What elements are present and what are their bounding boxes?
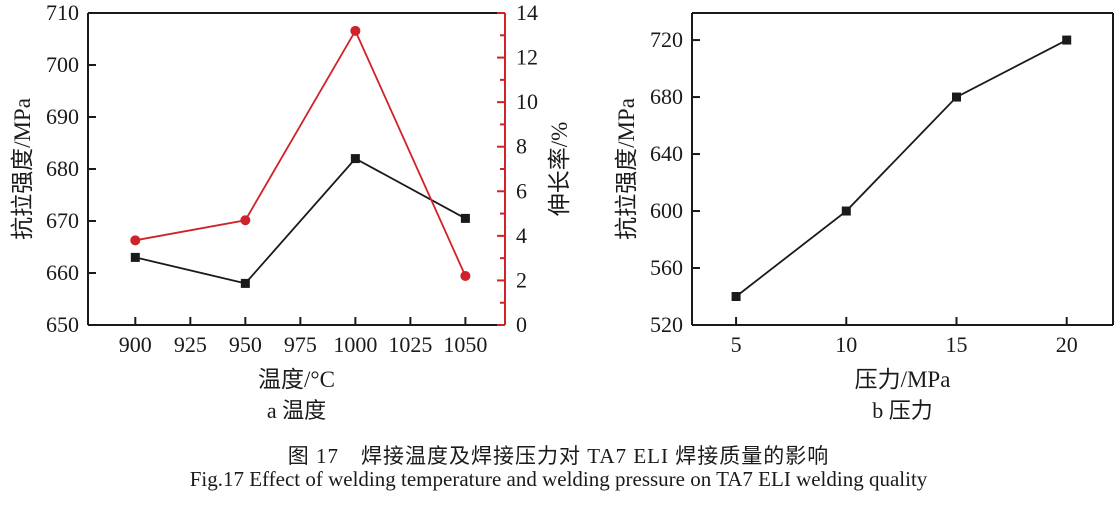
chart-a-y-tick-label-710: 710 bbox=[46, 0, 79, 25]
chart-a-y2-tick-label-2: 2 bbox=[516, 267, 527, 292]
chart-b-x-tick-label-15: 15 bbox=[946, 332, 968, 357]
chart-b-x-tick-label-10: 10 bbox=[835, 332, 857, 357]
chart-a-y2-tick-label-10: 10 bbox=[516, 89, 538, 114]
chart-a-subtitle: a 温度 bbox=[267, 398, 326, 423]
chart-a-tensile-strength-point-900 bbox=[130, 252, 140, 262]
chart-b-x-axis-label: 压力/MPa bbox=[855, 367, 951, 392]
chart-b-y-tick-label-680: 680 bbox=[650, 84, 683, 109]
figure-caption-en: Fig.17 Effect of welding temperature and… bbox=[189, 467, 928, 491]
chart-b-y-tick-label-560: 560 bbox=[650, 255, 683, 280]
figure-charts: 900 925 950 975 1000 1025 1050 650 660 670 680 690 7… bbox=[10, 0, 1114, 423]
figure-caption-zh: 图 17 焊接温度及焊接压力对 TA7 ELI 焊接质量的影响 bbox=[287, 444, 830, 468]
chart-a-elongation-point-900 bbox=[130, 235, 141, 246]
chart-a-y-tick-label-700: 700 bbox=[46, 52, 79, 77]
chart-a-tensile-strength-line bbox=[135, 157, 466, 285]
chart-b-tensile-strength-point-20 bbox=[1062, 35, 1072, 45]
chart-a-elongation-point-1050 bbox=[460, 270, 471, 281]
dual-line-chart-svg: 900 925 950 975 1000 1025 10506506606706806907… bbox=[10, 0, 1114, 423]
chart-a-y-tick-label-650: 650 bbox=[46, 312, 79, 337]
chart-a-x-tick-label-950: 950 bbox=[229, 332, 262, 357]
chart-b-tensile-strength-line bbox=[735, 39, 1068, 298]
chart-a-y-tick-label-670: 670 bbox=[46, 208, 79, 233]
chart-b-y-tick-label-520: 520 bbox=[650, 312, 683, 337]
chart-a-y-tick-label-680: 680 bbox=[46, 156, 79, 181]
chart-a-y2-tick-label-8: 8 bbox=[516, 134, 527, 159]
chart-a-x-tick-label-1025: 1025 bbox=[388, 332, 432, 357]
chart-b-y-tick-label-640: 640 bbox=[650, 141, 683, 166]
chart-a-x-tick-label-925: 925 bbox=[174, 332, 207, 357]
chart-b-y-tick-label-720: 720 bbox=[650, 27, 683, 52]
chart-a-elongation-point-1000 bbox=[350, 25, 361, 36]
chart-a-y-tick-label-660: 660 bbox=[46, 260, 79, 285]
chart-a-y2-tick-label-6: 6 bbox=[516, 178, 527, 203]
chart-b-subtitle: b 压力 bbox=[872, 398, 933, 423]
chart-b-x-tick-label-20: 20 bbox=[1056, 332, 1078, 357]
chart-b-x-tick-label-5: 5 bbox=[731, 332, 742, 357]
chart-a-x-tick-label-975: 975 bbox=[284, 332, 317, 357]
chart-a-elongation-line bbox=[135, 28, 467, 277]
chart-a-x-tick-label-1050: 1050 bbox=[443, 332, 487, 357]
chart-b-y-tick-label-600: 600 bbox=[650, 198, 683, 223]
chart-b-tensile-strength-point-10 bbox=[841, 206, 851, 216]
chart-b-y-axis-label: 抗拉强度/MPa bbox=[614, 98, 639, 240]
chart-a-tensile-strength-point-950 bbox=[240, 278, 250, 288]
chart-a-y2-tick-label-4: 4 bbox=[516, 223, 527, 248]
chart-a-y-axis-label: 抗拉强度/MPa bbox=[10, 98, 35, 240]
chart-a-y-tick-label-690: 690 bbox=[46, 104, 79, 129]
chart-a-x-tick-label-900: 900 bbox=[119, 332, 152, 357]
chart-a-group: 900 925 950 975 1000 1025 10506506606706806907… bbox=[10, 0, 572, 423]
chart-a-x-tick-label-1000: 1000 bbox=[333, 332, 377, 357]
chart-b-tensile-strength-point-5 bbox=[731, 292, 741, 302]
chart-b-group: 5 10 15 20 520 560 600 640 680 720 压力/MPa 抗拉强度/MPa b… bbox=[614, 12, 1114, 423]
chart-a-tensile-strength-point-1000 bbox=[350, 154, 360, 164]
chart-a-tensile-strength-point-1050 bbox=[460, 213, 470, 223]
chart-a-elongation-point-950 bbox=[240, 215, 251, 226]
chart-a-y2-axis-label: 伸长率/% bbox=[547, 122, 572, 217]
chart-b-tensile-strength-point-15 bbox=[952, 92, 962, 102]
chart-a-y2-tick-label-14: 14 bbox=[516, 0, 538, 25]
chart-a-x-axis-label: 温度/°C bbox=[258, 367, 335, 392]
chart-a-y2-tick-label-12: 12 bbox=[516, 45, 538, 70]
chart-a-y2-tick-label-0: 0 bbox=[516, 312, 527, 337]
